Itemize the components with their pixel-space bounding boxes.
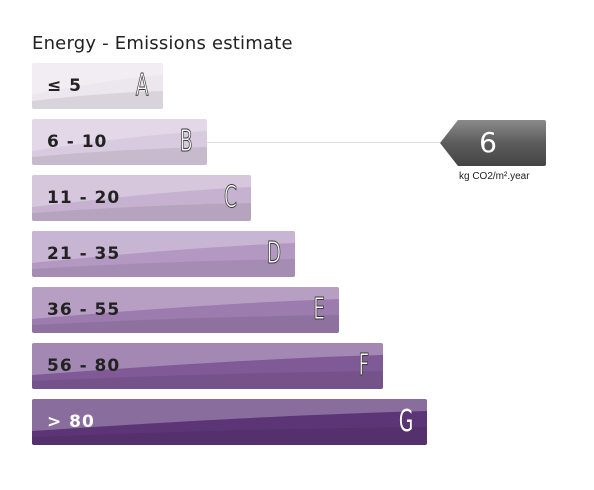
rating-letter-e: E xyxy=(313,292,325,328)
rating-range-e: 36 - 55 xyxy=(47,300,121,320)
rating-bar-d: 21 - 35 D xyxy=(32,231,295,277)
rating-letter-c: C xyxy=(224,180,238,216)
rating-range-g: > 80 xyxy=(47,412,95,432)
rating-range-f: 56 - 80 xyxy=(47,356,121,376)
rating-letter-b: B xyxy=(180,124,193,160)
marker-value: 6 xyxy=(479,126,497,159)
rating-range-a: ≤ 5 xyxy=(47,76,82,96)
rating-bar-a: ≤ 5 A xyxy=(32,63,163,109)
rating-letter-a: A xyxy=(136,68,149,104)
rating-bar-b: 6 - 10 B xyxy=(32,119,207,165)
rating-range-d: 21 - 35 xyxy=(47,244,121,264)
rating-bar-c: 11 - 20 C xyxy=(32,175,251,221)
rating-range-b: 6 - 10 xyxy=(47,132,108,152)
rating-letter-d: D xyxy=(266,236,281,272)
rating-bar-f: 56 - 80 F xyxy=(32,343,383,389)
rating-letter-f: F xyxy=(358,348,369,384)
marker-unit: kg CO2/m².year xyxy=(459,171,530,182)
value-marker: 6 xyxy=(440,119,546,167)
rating-guide-line xyxy=(207,142,440,143)
rating-bar-e: 36 - 55 E xyxy=(32,287,339,333)
rating-letter-g: G xyxy=(398,404,413,439)
marker-arrow-shape xyxy=(440,120,546,166)
rating-range-c: 11 - 20 xyxy=(47,188,121,208)
chart-title: Energy - Emissions estimate xyxy=(32,33,293,54)
rating-bar-g: > 80 G xyxy=(32,399,427,445)
